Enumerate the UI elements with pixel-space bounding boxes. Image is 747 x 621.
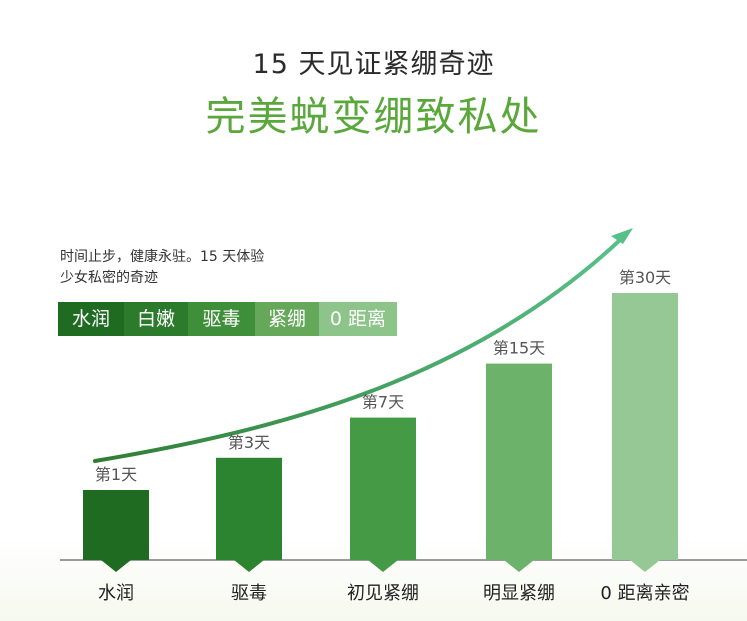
bar-pointer-2	[234, 560, 264, 572]
tag-whiten: 白嫩	[124, 302, 188, 336]
bar-3	[350, 417, 416, 560]
page-title: 15 天见证紧绷奇迹	[252, 49, 495, 80]
category-label-3: 初见紧绷	[347, 583, 419, 604]
trend-curve	[93, 238, 622, 463]
category-label-4: 明显紧绷	[483, 583, 555, 604]
tag-tighten: 紧绷	[255, 302, 319, 336]
bar-pointer-5	[630, 560, 660, 572]
bar-data-label-2: 第3天	[228, 433, 270, 452]
bar-pointer-1	[101, 560, 131, 572]
intro-text: 时间止步，健康永驻。15 天体验 少女私密的奇迹	[60, 247, 360, 289]
bar-4	[486, 363, 552, 560]
bar-data-label-1: 第1天	[95, 465, 137, 484]
bar-pointer-3	[368, 560, 398, 572]
bar-pointer-4	[504, 560, 534, 572]
bar-data-label-4: 第15天	[493, 339, 545, 358]
trend-arrow-head-icon	[611, 228, 633, 244]
category-label-2: 驱毒	[231, 583, 267, 604]
tag-detox: 驱毒	[188, 302, 255, 336]
bar-1	[83, 490, 149, 560]
bar-2	[216, 457, 282, 560]
intro-line-1: 时间止步，健康永驻。15 天体验	[60, 249, 265, 265]
category-label-1: 水润	[98, 583, 134, 604]
page-subtitle: 完美蜕变绷致私处	[205, 94, 542, 140]
tag-moisturize: 水润	[58, 302, 124, 336]
intro-line-2: 少女私密的奇迹	[60, 270, 158, 286]
bar-data-label-5: 第30天	[619, 268, 671, 287]
category-label-5: 0 距离亲密	[600, 583, 689, 604]
benefit-tag-bar: 水润 白嫩 驱毒 紧绷 0 距离	[58, 302, 397, 336]
bar-data-label-3: 第7天	[362, 393, 404, 412]
bar-5	[612, 293, 678, 560]
tag-zero-distance: 0 距离	[319, 302, 397, 336]
